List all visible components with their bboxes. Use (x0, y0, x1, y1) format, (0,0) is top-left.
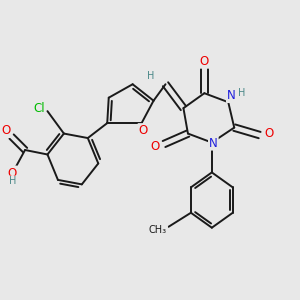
Text: H: H (238, 88, 245, 98)
Text: O: O (139, 124, 148, 137)
Text: O: O (200, 55, 209, 68)
Text: N: N (227, 89, 236, 102)
Text: Cl: Cl (33, 102, 45, 115)
Text: O: O (1, 124, 10, 137)
Text: H: H (9, 176, 16, 186)
Text: O: O (8, 167, 17, 179)
Text: N: N (209, 136, 218, 150)
Text: O: O (150, 140, 160, 153)
Text: H: H (148, 71, 155, 81)
Text: CH₃: CH₃ (149, 225, 167, 236)
Text: O: O (264, 127, 273, 140)
